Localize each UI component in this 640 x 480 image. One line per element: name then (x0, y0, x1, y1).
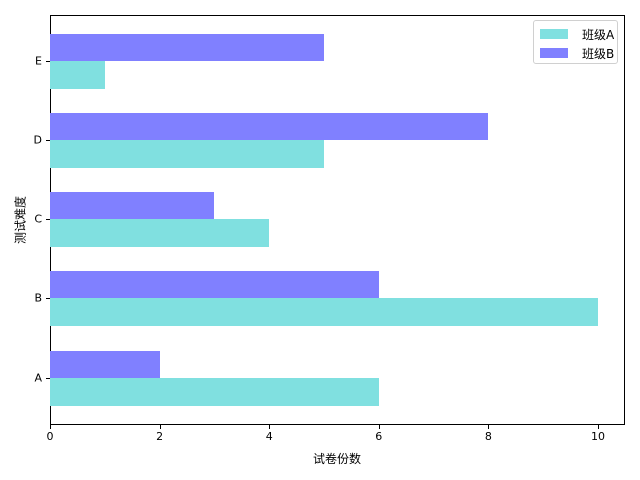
legend: 班级A 班级B (533, 20, 618, 64)
x-tick-label: 8 (484, 430, 492, 443)
x-tick-label: 10 (591, 430, 605, 443)
legend-label-class-a: 班级A (582, 27, 615, 42)
x-axis-label: 试卷份数 (312, 452, 362, 466)
x-tick (378, 425, 380, 429)
x-tick (50, 425, 51, 429)
y-tick-label: C (34, 212, 42, 226)
bar-e-series-a (50, 61, 105, 89)
x-tick-label: 0 (46, 430, 54, 443)
bar-e-series-b (50, 33, 324, 61)
bar-d-series-a (50, 140, 324, 168)
legend-swatch-class-b (540, 48, 568, 58)
x-tick (269, 425, 271, 429)
y-tick (46, 298, 50, 299)
bar-a-series-a (50, 378, 379, 406)
bar-c-series-b (50, 191, 215, 219)
legend-label-class-b: 班级B (582, 46, 615, 61)
y-tick (46, 378, 50, 379)
x-tick-label: 2 (156, 430, 164, 443)
y-axis-label: 测试难度 (13, 195, 28, 245)
bar-d-series-b (50, 112, 489, 140)
x-tick (159, 425, 161, 429)
y-tick-label: A (34, 371, 42, 385)
x-tick-label: 6 (375, 430, 383, 443)
x-tick (598, 425, 599, 429)
y-tick-label: D (33, 133, 42, 147)
bar-c-series-a (50, 219, 270, 247)
bar-b-series-b (50, 270, 379, 298)
legend-item-class-b: 班级B (540, 46, 615, 61)
y-tick (46, 140, 50, 141)
y-tick (46, 61, 50, 62)
x-tick (488, 425, 490, 429)
legend-swatch-class-a (540, 29, 568, 39)
legend-item-class-a: 班级A (540, 27, 615, 42)
x-tick-label: 4 (265, 430, 273, 443)
y-tick (46, 219, 50, 220)
y-tick-label: E (35, 54, 42, 68)
bar-a-series-b (50, 350, 160, 378)
bar-b-series-a (50, 298, 598, 326)
y-tick-label: B (34, 291, 42, 305)
